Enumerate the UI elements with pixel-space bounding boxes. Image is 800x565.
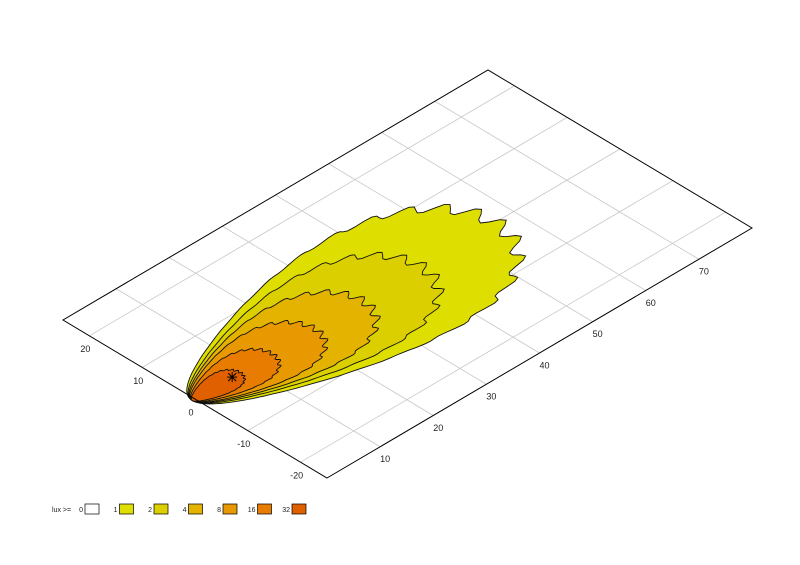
x-tick-label: 70: [699, 267, 709, 277]
y-tick-label: 10: [133, 376, 143, 386]
y-tick-label: -20: [290, 471, 303, 481]
legend-swatch: [188, 503, 203, 515]
luminaire-marker: [227, 372, 238, 383]
legend-label: 8: [217, 507, 221, 514]
legend-label: 16: [248, 507, 256, 514]
legend-swatch: [257, 503, 272, 515]
legend-label: 2: [148, 507, 152, 514]
legend-label: 4: [183, 507, 187, 514]
legend-swatch: [153, 503, 169, 515]
x-tick-label: 50: [593, 329, 603, 339]
x-tick-label: 20: [433, 423, 443, 433]
legend-swatch: [222, 503, 238, 515]
y-tick-label: 0: [188, 407, 193, 417]
legend: lux >= 0 1 2 4 8 16 32: [52, 503, 307, 515]
legend-swatch: [84, 503, 100, 515]
grid-line: [89, 85, 515, 337]
legend-swatch: [291, 503, 307, 515]
x-tick-label: 40: [539, 360, 549, 370]
x-tick-label: 30: [486, 392, 496, 402]
x-tick-label: 10: [380, 454, 390, 464]
legend-label: 0: [79, 507, 83, 514]
legend-label: 1: [114, 507, 118, 514]
legend-label: 32: [282, 507, 290, 514]
legend-title: lux >=: [52, 507, 71, 514]
y-tick-label: -10: [237, 439, 250, 449]
grid-line: [300, 211, 726, 463]
y-tick-label: 20: [80, 344, 90, 354]
x-tick-label: 60: [646, 298, 656, 308]
legend-swatch: [119, 503, 134, 515]
plane-border: [62, 69, 753, 479]
